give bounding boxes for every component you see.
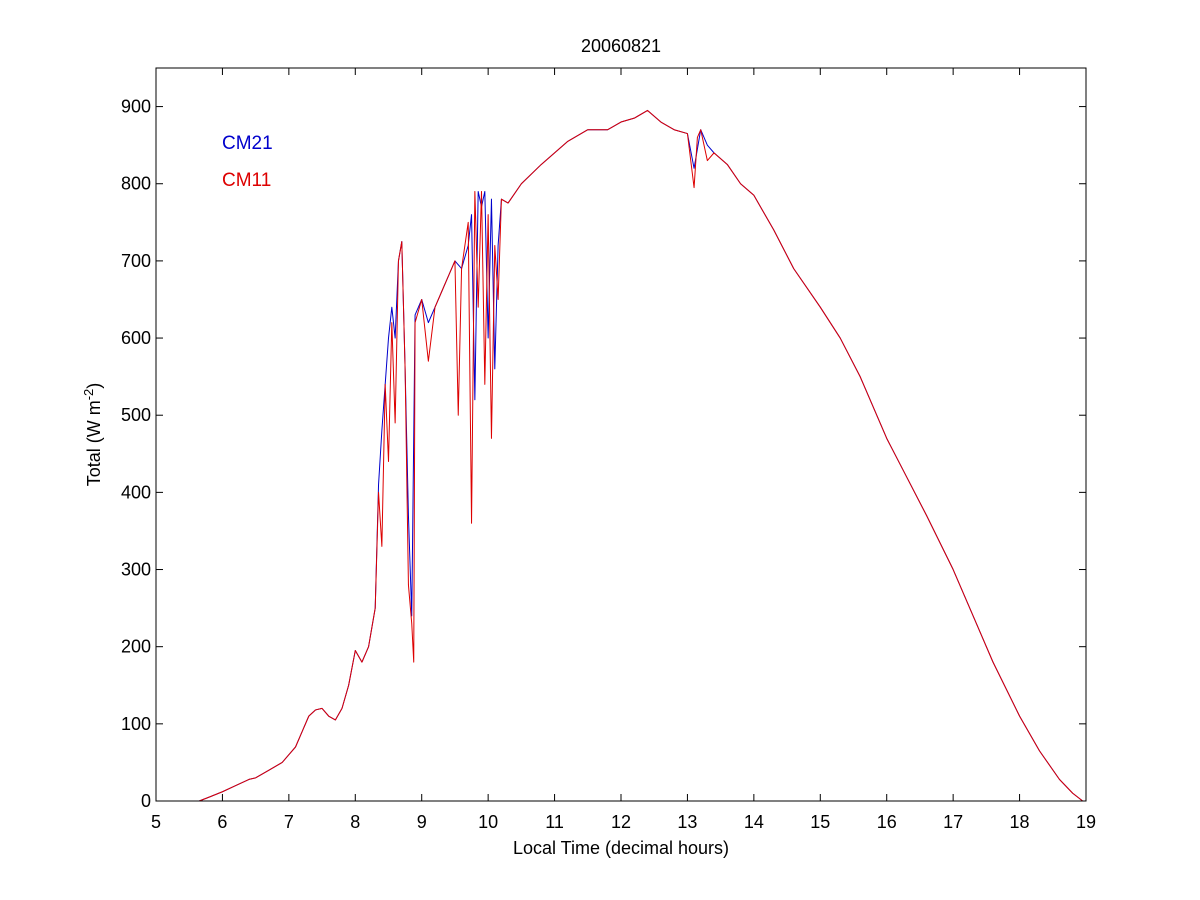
x-axis-label: Local Time (decimal hours)	[513, 838, 729, 858]
y-axis-label: Total (W m-2)	[81, 383, 104, 487]
legend-label-cm21: CM21	[222, 133, 273, 154]
y-axis-ticks: 0 100 200 300 400 500 600 700 800 900	[121, 97, 1086, 811]
y-tick-label: 200	[121, 637, 151, 657]
y-axis-label-sup: -2	[81, 389, 96, 401]
x-tick-label: 13	[677, 812, 697, 832]
y-tick-label: 500	[121, 405, 151, 425]
x-tick-label: 11	[545, 812, 564, 832]
y-tick-label: 0	[141, 791, 151, 811]
plot-series-group	[198, 109, 1083, 802]
x-axis-ticks: 5 6 7 8 9 10 11 12 13 14 15 16 17 18 19	[151, 68, 1096, 832]
x-tick-label: 7	[284, 812, 294, 832]
series-line-cm11	[198, 109, 1083, 802]
y-tick-label: 300	[121, 560, 151, 580]
y-axis-label-close: )	[84, 383, 104, 389]
y-tick-label: 600	[121, 328, 151, 348]
x-tick-label: 15	[810, 812, 830, 832]
y-tick-label: 400	[121, 482, 151, 502]
y-axis-label-main: Total (W m	[84, 400, 104, 486]
x-tick-label: 12	[611, 812, 631, 832]
x-tick-label: 14	[744, 812, 764, 832]
x-tick-label: 16	[877, 812, 897, 832]
x-tick-label: 9	[417, 812, 427, 832]
chart-title: 20060821	[581, 36, 661, 56]
x-tick-label: 17	[943, 812, 963, 832]
x-tick-label: 6	[217, 812, 227, 832]
x-tick-label: 19	[1076, 812, 1096, 832]
legend-label-cm11: CM11	[222, 170, 271, 191]
x-tick-label: 10	[478, 812, 498, 832]
legend: CM21 CM11	[222, 133, 273, 191]
y-tick-label: 700	[121, 251, 151, 271]
x-tick-label: 18	[1010, 812, 1030, 832]
y-tick-label: 900	[121, 97, 151, 117]
y-tick-label: 800	[121, 174, 151, 194]
x-tick-label: 8	[350, 812, 360, 832]
x-tick-label: 5	[151, 812, 161, 832]
y-tick-label: 100	[121, 714, 151, 734]
